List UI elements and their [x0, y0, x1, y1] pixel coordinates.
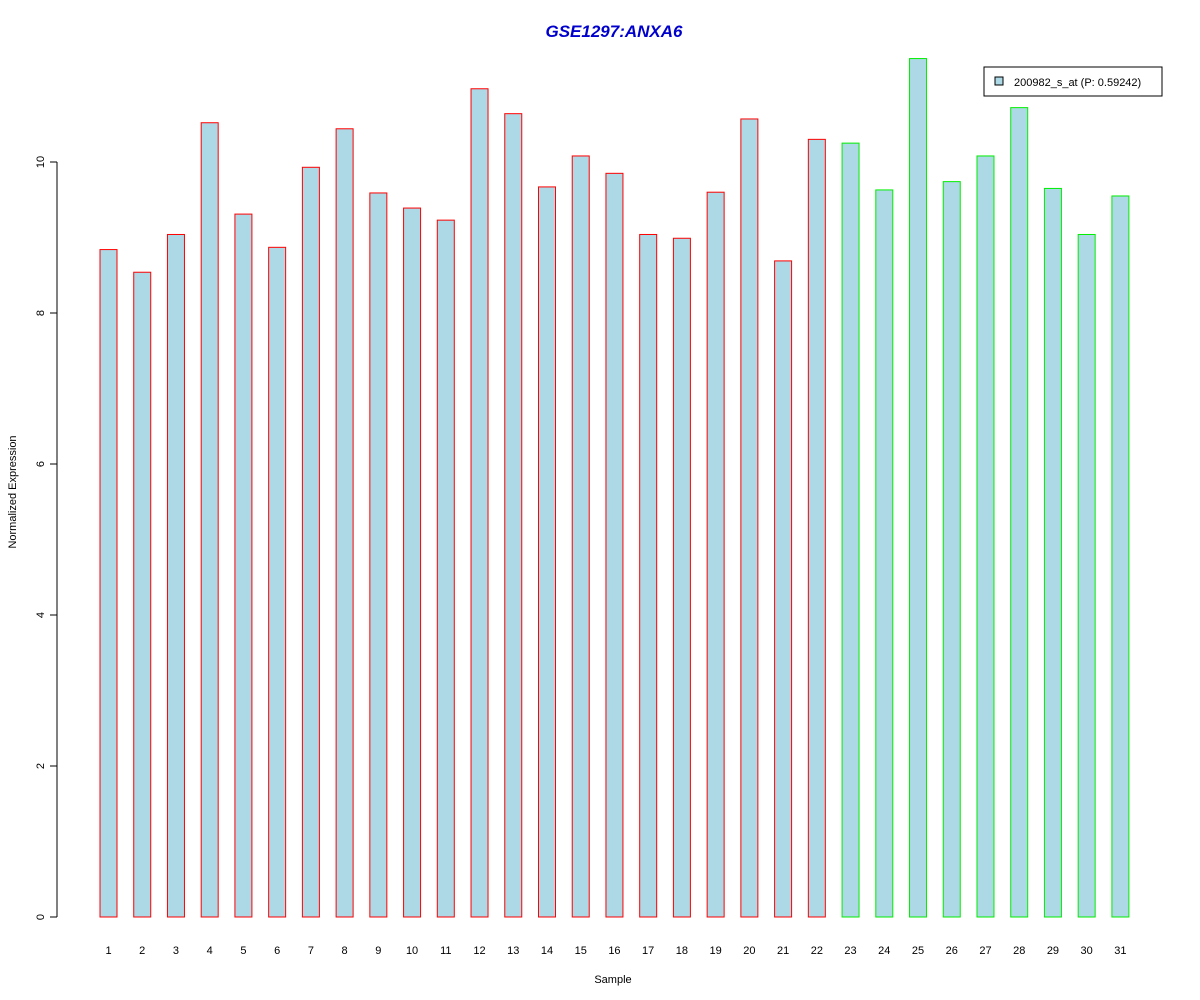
- y-tick-label: 2: [35, 763, 47, 769]
- x-tick-label: 17: [642, 945, 654, 957]
- bar-sample-31: [1111, 195, 1130, 918]
- x-tick-label: 30: [1081, 945, 1093, 957]
- bar-sample-1: [99, 249, 118, 918]
- chart-title: GSE1297:ANXA6: [545, 22, 683, 41]
- bar-sample-7: [301, 166, 320, 918]
- x-tick-label: 1: [105, 945, 111, 957]
- x-tick-label: 6: [274, 945, 280, 957]
- x-tick-label: 16: [608, 945, 620, 957]
- bars: [99, 58, 1130, 918]
- x-tick-label: 19: [710, 945, 722, 957]
- bar-sample-14: [537, 186, 556, 918]
- x-tick-label: 23: [844, 945, 856, 957]
- x-tick-label: 5: [240, 945, 246, 957]
- bar-sample-3: [166, 233, 185, 918]
- bar-sample-18: [672, 237, 691, 918]
- x-tick-label: 2: [139, 945, 145, 957]
- x-tick-label: 25: [912, 945, 924, 957]
- bar-sample-15: [571, 155, 590, 918]
- y-tick-label: 10: [35, 156, 47, 168]
- bar-sample-10: [403, 207, 422, 918]
- y-tick-label: 0: [35, 914, 47, 920]
- x-tick-label: 14: [541, 945, 553, 957]
- bar-sample-2: [133, 271, 152, 918]
- x-tick-label: 18: [676, 945, 688, 957]
- y-tick-label: 6: [35, 461, 47, 467]
- x-tick-label: 31: [1114, 945, 1126, 957]
- bar-sample-19: [706, 191, 725, 918]
- x-tick-label: 3: [173, 945, 179, 957]
- x-tick-label: 22: [811, 945, 823, 957]
- bar-sample-9: [369, 192, 388, 918]
- x-tick-label: 4: [207, 945, 213, 957]
- x-tick-label: 12: [473, 945, 485, 957]
- legend-box: [983, 66, 1163, 97]
- x-tick-label: 29: [1047, 945, 1059, 957]
- bar-sample-4: [200, 122, 219, 918]
- x-axis-tick-labels: 1 2 3 4 5 6 7 8 9 10 11 12 13 14 15 16 17 18 19 20 21 22 23 24 2…: [105, 945, 1126, 957]
- x-tick-label: 9: [375, 945, 381, 957]
- bar-sample-28: [1010, 107, 1029, 918]
- y-tick-label: 4: [35, 612, 47, 618]
- bar-sample-22: [807, 138, 826, 918]
- x-tick-label: 27: [979, 945, 991, 957]
- x-tick-label: 26: [946, 945, 958, 957]
- bar-sample-27: [976, 155, 995, 918]
- bar-sample-29: [1043, 187, 1062, 918]
- x-tick-label: 10: [406, 945, 418, 957]
- bar-sample-24: [875, 189, 894, 918]
- x-tick-label: 13: [507, 945, 519, 957]
- bar-sample-30: [1077, 233, 1096, 918]
- bar-sample-13: [504, 113, 523, 918]
- y-tick-label: 8: [35, 310, 47, 316]
- x-axis-label: Sample: [594, 974, 631, 986]
- y-axis-label: Normalized Expression: [7, 435, 19, 548]
- x-tick-label: 8: [342, 945, 348, 957]
- bar-sample-11: [436, 219, 455, 918]
- x-tick-label: 7: [308, 945, 314, 957]
- x-tick-label: 21: [777, 945, 789, 957]
- bar-sample-17: [639, 233, 658, 918]
- bar-sample-8: [335, 128, 354, 918]
- y-axis-ticks: 0 2 4 6 8 10: [35, 156, 57, 920]
- bar-sample-26: [942, 181, 961, 918]
- bar-sample-25: [909, 58, 928, 918]
- bar-sample-5: [234, 213, 253, 918]
- legend-label: 200982_s_at (P: 0.59242): [1014, 77, 1141, 89]
- bar-sample-12: [470, 88, 489, 918]
- x-tick-label: 15: [575, 945, 587, 957]
- bar-sample-20: [740, 118, 759, 918]
- bar-sample-21: [774, 260, 793, 918]
- x-tick-label: 28: [1013, 945, 1025, 957]
- bar-sample-6: [268, 246, 287, 918]
- bar-sample-16: [605, 172, 624, 918]
- x-tick-label: 24: [878, 945, 890, 957]
- x-tick-label: 20: [743, 945, 755, 957]
- legend: 200982_s_at (P: 0.59242): [983, 66, 1163, 97]
- legend-swatch: [994, 76, 1004, 86]
- x-tick-label: 11: [440, 945, 451, 957]
- bar-sample-23: [841, 142, 860, 918]
